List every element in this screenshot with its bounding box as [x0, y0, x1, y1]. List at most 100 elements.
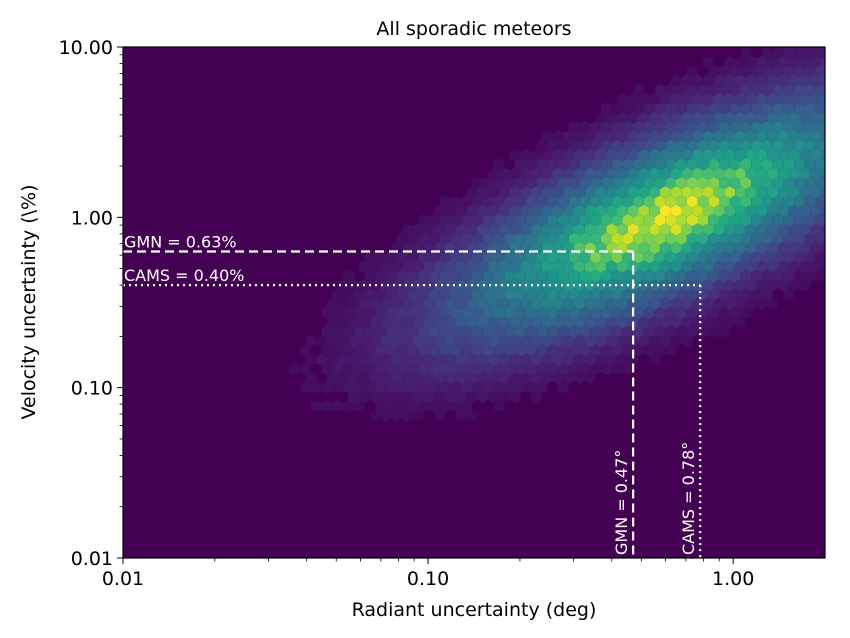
hex-bin — [412, 372, 424, 385]
hex-bin — [445, 372, 456, 385]
hex-bin — [659, 111, 671, 124]
hex-bin — [606, 111, 617, 124]
hex-bin — [622, 251, 634, 264]
hex-bin — [498, 353, 510, 366]
hex-bin — [676, 195, 687, 208]
hex-bin — [762, 65, 773, 78]
hex-bin — [321, 381, 333, 394]
hex-bin — [482, 251, 494, 264]
hex-bin — [396, 325, 408, 338]
hex-bin — [713, 316, 725, 329]
hex-bin — [826, 214, 837, 226]
hex-bin — [643, 269, 655, 283]
hex-bin — [654, 344, 666, 357]
hex-bin — [574, 223, 585, 236]
hex-bin — [574, 334, 585, 348]
hex-bin — [617, 223, 628, 236]
hex-bin — [756, 111, 768, 124]
hex-bin — [450, 344, 462, 357]
hex-bin — [396, 288, 408, 301]
hex-bin — [353, 362, 365, 376]
hex-bin — [654, 251, 666, 264]
hex-bin — [541, 223, 553, 236]
hex-bin — [509, 148, 521, 162]
hex-bin — [520, 186, 532, 199]
hex-bin — [762, 288, 773, 301]
hex-bin — [574, 353, 585, 366]
hex-bin — [724, 297, 736, 310]
hex-bin — [702, 260, 714, 273]
hex-bin — [686, 158, 698, 171]
hex-bin — [606, 223, 617, 236]
hex-bin — [353, 288, 365, 301]
hex-bin — [826, 102, 837, 114]
hex-bin — [821, 261, 825, 272]
hex-bin — [498, 186, 510, 199]
hex-bin — [455, 279, 467, 292]
hex-bin — [300, 362, 311, 376]
hex-bin — [509, 186, 521, 199]
hex-bin — [337, 353, 349, 366]
hex-bin — [590, 158, 601, 171]
hex-bin — [794, 251, 805, 264]
hex-bin — [762, 47, 773, 59]
hex-bin — [498, 297, 510, 310]
hex-bin — [702, 316, 714, 329]
hex-bin — [783, 269, 795, 283]
hex-bin — [778, 186, 789, 199]
hex-bin — [504, 195, 515, 208]
hex-bin — [735, 260, 746, 273]
hex-bin — [745, 223, 757, 236]
hex-bin — [520, 353, 532, 366]
hex-bin — [778, 74, 789, 87]
hex-bin — [515, 306, 526, 320]
hex-bin — [316, 334, 327, 348]
hex-bin — [670, 260, 682, 273]
hex-bin — [434, 372, 446, 385]
hex-bin — [584, 316, 596, 329]
hex-bin — [606, 334, 617, 348]
hex-bin — [826, 84, 837, 96]
hex-bin — [815, 232, 825, 245]
hex-bin — [767, 74, 779, 87]
hex-bin — [724, 186, 736, 199]
hex-bin — [472, 176, 483, 190]
hex-bin — [536, 195, 548, 208]
hex-bin — [493, 176, 505, 190]
hex-bin — [488, 223, 499, 236]
hex-bin — [681, 260, 693, 273]
hex-bin — [638, 241, 650, 255]
hex-bin — [638, 279, 650, 292]
hex-bin — [461, 344, 472, 357]
hex-bin — [735, 130, 746, 143]
hex-bin — [633, 288, 644, 301]
hex-bin — [702, 297, 714, 310]
hex-bin — [579, 120, 591, 134]
hex-bin — [617, 167, 628, 180]
hex-bin — [821, 56, 825, 68]
hex-bin — [735, 316, 746, 329]
hex-bin — [756, 130, 768, 143]
hex-bin — [756, 260, 768, 273]
hex-bin — [552, 130, 564, 143]
hex-bin — [305, 372, 317, 385]
hex-bin — [590, 195, 601, 208]
hex-bin — [488, 167, 499, 180]
hex-bin — [343, 399, 354, 413]
hex-bin — [633, 251, 644, 264]
hex-bin — [654, 213, 666, 227]
hex-bin — [353, 381, 365, 394]
hex-bin — [708, 83, 719, 97]
hex-bin — [418, 269, 430, 283]
hex-bin — [804, 120, 816, 134]
hex-bin — [606, 279, 617, 292]
hex-bin — [676, 306, 687, 320]
hex-bin — [772, 65, 784, 78]
hex-bin — [504, 269, 515, 283]
hex-bin — [595, 334, 607, 348]
hex-bin — [810, 148, 821, 162]
hex-bin — [396, 399, 408, 413]
hex-bin — [740, 195, 752, 208]
hex-bin — [826, 158, 837, 170]
hex-bin — [799, 241, 811, 255]
